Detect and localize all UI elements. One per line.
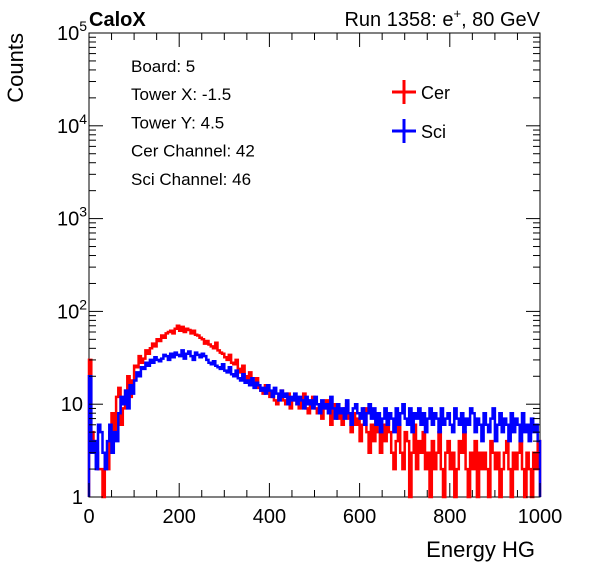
- info-line: Board: 5: [131, 57, 195, 76]
- x-tick-label: 1000: [518, 506, 563, 528]
- title-right-prefix: Run 1358: e: [344, 9, 453, 31]
- x-tick-label: 800: [433, 506, 466, 528]
- x-tick-label: 0: [83, 506, 94, 528]
- info-line: Tower Y: 4.5: [131, 113, 224, 132]
- title-right-sup: +: [453, 6, 461, 21]
- title-right: Run 1358: e+, 80 GeV: [344, 6, 540, 31]
- y-tick-label: 104: [57, 111, 87, 138]
- info-line: Sci Channel: 46: [131, 170, 251, 189]
- info-block: Board: 5 Tower X: -1.5 Tower Y: 4.5 Cer Cha…: [131, 57, 255, 189]
- legend: Cer Sci: [392, 80, 450, 143]
- series-sci: [87, 349, 542, 497]
- x-tick-label: 200: [163, 506, 196, 528]
- tick-layer: 0 200 400 600 800 1000 1 10 102 103 104 105: [57, 18, 562, 528]
- y-tick-label: 102: [57, 296, 87, 323]
- info-line: Cer Channel: 42: [131, 142, 255, 161]
- x-axis-label: Energy HG: [426, 537, 535, 562]
- y-tick-label: 105: [57, 18, 87, 45]
- title-left: CaloX: [89, 9, 146, 31]
- y-axis-label: Counts: [3, 33, 28, 103]
- info-line: Tower X: -1.5: [131, 85, 231, 104]
- legend-label: Cer: [421, 83, 450, 103]
- legend-entry-cer: Cer: [392, 80, 450, 104]
- series-layer: [87, 324, 542, 499]
- series-line-sci: [87, 349, 542, 497]
- y-tick-label: 1: [72, 487, 83, 509]
- x-tick-label: 600: [343, 506, 376, 528]
- legend-entry-sci: Sci: [392, 119, 446, 143]
- y-tick-label: 103: [57, 204, 87, 231]
- y-tick-label: 10: [61, 394, 83, 416]
- title-right-suffix: , 80 GeV: [461, 9, 541, 31]
- x-tick-label: 400: [253, 506, 286, 528]
- legend-label: Sci: [421, 122, 446, 142]
